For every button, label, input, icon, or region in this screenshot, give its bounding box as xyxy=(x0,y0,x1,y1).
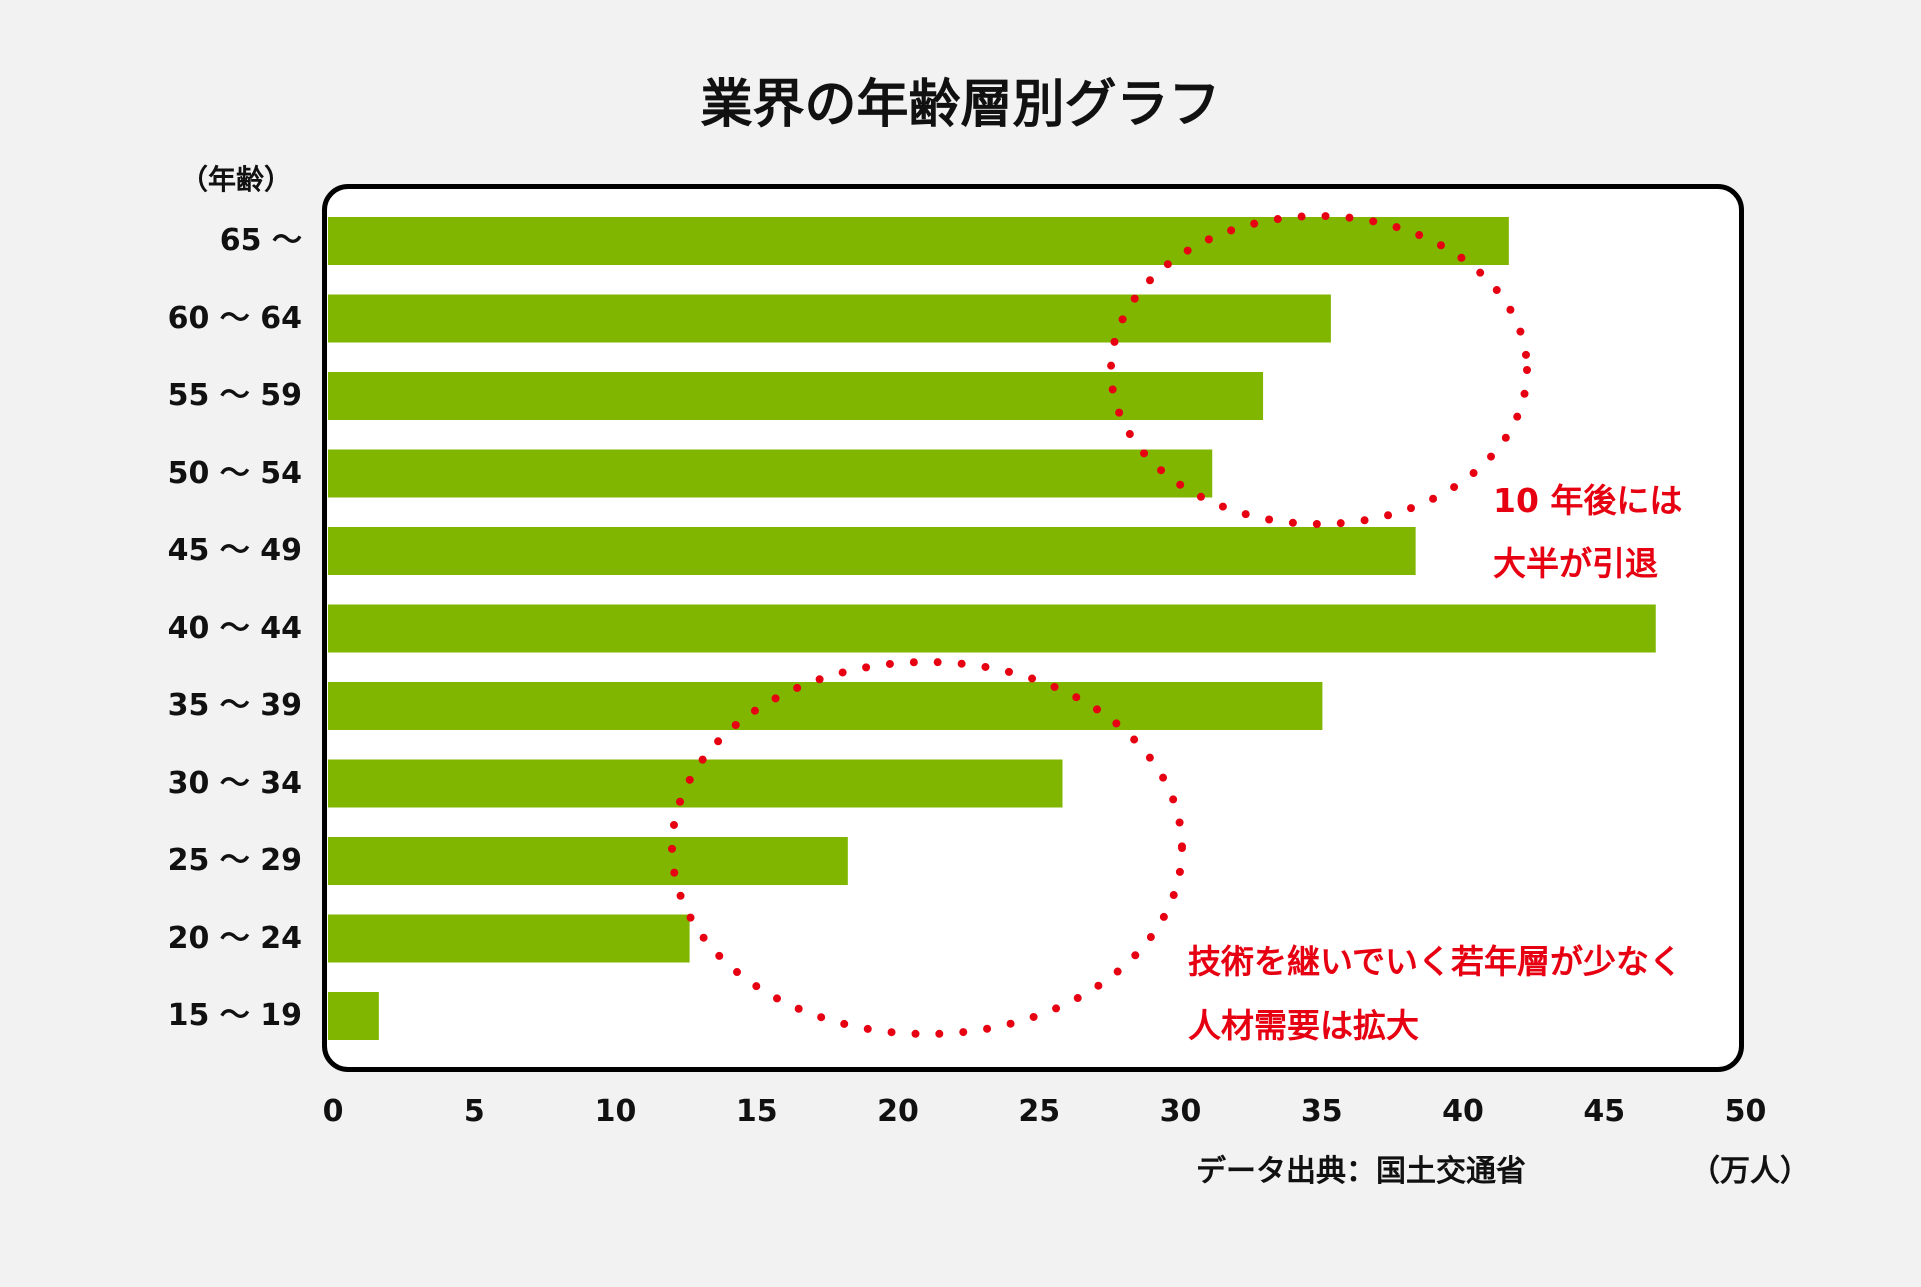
data-source: データ出典：国土交通省 xyxy=(1196,1154,1526,1189)
category-label: 30 〜 34 xyxy=(167,765,302,801)
bar-8 xyxy=(328,837,848,885)
category-label: 45 〜 49 xyxy=(167,533,302,568)
annotation-retire-line2: 大半が引退 xyxy=(1493,544,1658,583)
x-tick-label: 35 xyxy=(1300,1094,1343,1129)
annotation-retire-line1: 10 年後には xyxy=(1493,481,1683,520)
category-label: 60 〜 64 xyxy=(167,300,302,336)
x-tick-label: 20 xyxy=(877,1094,919,1129)
category-label: 65 〜 xyxy=(219,223,302,258)
category-label: 35 〜 39 xyxy=(167,688,302,723)
annotation-young-line1: 技術を継いでいく若年層が少なく xyxy=(1188,942,1683,981)
chart-title: 業界の年齢層別グラフ xyxy=(700,75,1221,135)
x-axis-unit: （万人） xyxy=(1690,1154,1810,1189)
bar-10 xyxy=(328,992,379,1040)
bar-2 xyxy=(328,372,1264,420)
bar-3 xyxy=(328,449,1213,498)
category-label: 15 〜 19 xyxy=(167,998,302,1033)
bar-6 xyxy=(328,682,1323,730)
category-label: 40 〜 44 xyxy=(167,610,302,646)
x-tick-label: 10 xyxy=(594,1094,637,1129)
x-tick-label: 0 xyxy=(322,1094,344,1129)
bar-7 xyxy=(328,759,1063,808)
x-tick-label: 25 xyxy=(1018,1094,1061,1129)
highlight-ellipse-0 xyxy=(1107,212,1531,528)
category-label: 20 〜 24 xyxy=(167,920,302,956)
category-label: 55 〜 59 xyxy=(167,378,302,413)
bar-9 xyxy=(328,914,690,963)
x-tick-label: 40 xyxy=(1442,1094,1484,1129)
highlight-ellipse-1 xyxy=(668,658,1186,1038)
bar-1 xyxy=(328,294,1331,343)
x-tick-label: 5 xyxy=(463,1094,485,1129)
bar-0 xyxy=(328,217,1509,265)
category-label: 25 〜 29 xyxy=(167,843,302,878)
x-tick-label: 15 xyxy=(735,1094,778,1129)
y-axis-label: （年齢） xyxy=(180,163,293,196)
x-tick-label: 50 xyxy=(1724,1094,1767,1129)
category-label: 50 〜 54 xyxy=(167,455,302,491)
x-tick-label: 45 xyxy=(1583,1094,1626,1129)
annotation-young-line2: 人材需要は拡大 xyxy=(1188,1006,1419,1045)
bar-4 xyxy=(328,527,1416,575)
bar-5 xyxy=(328,604,1656,653)
x-tick-label: 30 xyxy=(1159,1094,1202,1129)
